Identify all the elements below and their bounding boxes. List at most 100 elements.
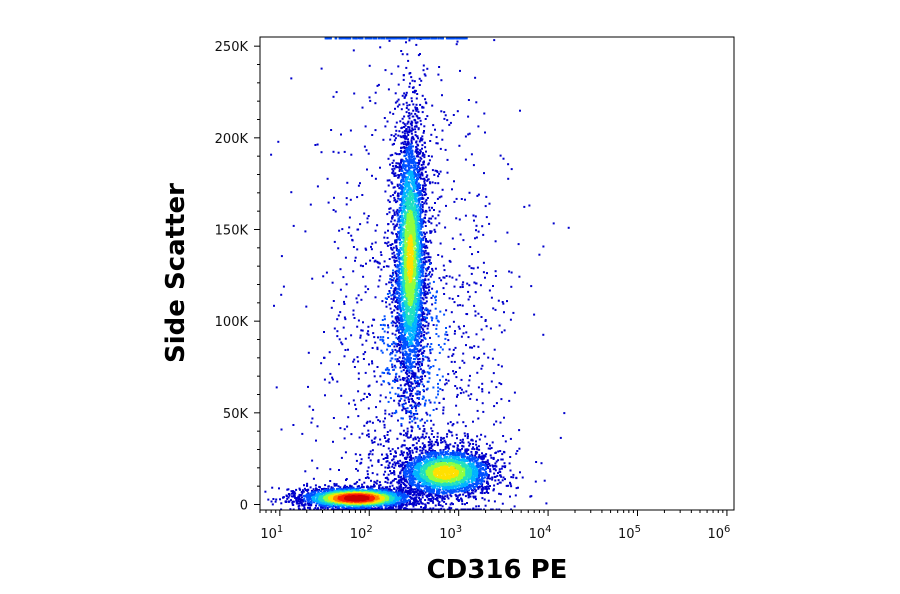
data-point: [432, 386, 435, 389]
data-point: [376, 508, 379, 510]
data-point: [431, 181, 434, 184]
data-point: [386, 457, 389, 459]
data-point: [404, 474, 406, 477]
data-point: [419, 291, 422, 294]
data-point: [424, 118, 427, 120]
data-point: [410, 461, 413, 464]
data-point: [427, 371, 430, 374]
data-point: [302, 499, 305, 501]
data-point: [398, 404, 401, 407]
data-point: [431, 37, 434, 40]
data-point: [396, 249, 399, 252]
data-point: [403, 492, 406, 495]
data-point: [382, 138, 385, 141]
data-point: [410, 434, 412, 437]
data-point: [383, 117, 386, 119]
data-point: [423, 286, 426, 289]
data-point: [286, 497, 289, 500]
data-point: [427, 162, 430, 165]
data-point: [416, 335, 419, 338]
data-point: [321, 506, 324, 509]
data-point: [480, 328, 483, 331]
data-point: [390, 281, 393, 284]
data-point: [432, 280, 435, 283]
data-point: [325, 37, 328, 40]
data-point: [434, 299, 437, 302]
data-point: [500, 331, 503, 334]
data-point: [424, 320, 427, 322]
data-point: [408, 387, 411, 390]
data-point: [412, 483, 415, 486]
data-point: [418, 397, 421, 399]
data-point: [425, 286, 428, 289]
data-point: [388, 290, 391, 292]
data-point: [416, 150, 419, 153]
data-point: [395, 503, 398, 506]
data-point: [455, 404, 458, 407]
data-point: [431, 287, 434, 290]
data-point: [423, 202, 426, 205]
data-point: [399, 351, 402, 354]
data-point: [291, 492, 293, 495]
data-point: [400, 481, 403, 484]
data-point: [424, 245, 427, 248]
data-point: [395, 489, 398, 492]
data-point: [371, 441, 374, 444]
data-point: [321, 488, 324, 491]
data-point: [389, 450, 392, 453]
data-point: [422, 263, 425, 266]
data-point: [312, 488, 315, 491]
data-point: [409, 365, 412, 368]
data-point: [390, 72, 393, 75]
data-point: [479, 284, 482, 287]
data-point: [394, 241, 397, 244]
data-point: [408, 415, 411, 418]
data-point: [389, 195, 392, 198]
data-point: [434, 307, 437, 310]
data-point: [400, 317, 403, 320]
data-point: [447, 497, 450, 500]
data-point: [477, 487, 480, 490]
data-point: [507, 484, 510, 487]
data-point: [403, 96, 406, 99]
data-point: [489, 464, 492, 467]
data-point: [402, 166, 405, 169]
data-point: [489, 470, 492, 473]
data-point: [447, 429, 450, 432]
data-point: [418, 331, 421, 334]
data-point: [398, 360, 400, 363]
data-point: [419, 378, 422, 381]
data-point: [411, 127, 414, 130]
data-point: [413, 386, 416, 389]
data-point: [417, 178, 420, 181]
data-point: [484, 504, 487, 507]
data-point: [421, 398, 424, 400]
data-point: [447, 446, 450, 449]
data-point: [298, 496, 301, 499]
data-point: [414, 491, 416, 494]
data-point: [369, 259, 372, 262]
data-point: [498, 481, 501, 484]
data-point: [391, 332, 394, 335]
data-point: [396, 290, 399, 293]
data-point: [448, 348, 451, 351]
data-point: [415, 155, 418, 158]
data-point: [389, 397, 392, 400]
data-point: [423, 325, 426, 328]
data-point: [476, 479, 479, 482]
data-point: [413, 377, 416, 380]
data-point: [418, 360, 421, 363]
data-point: [343, 437, 346, 440]
data-point: [407, 366, 410, 369]
data-point: [387, 478, 390, 481]
data-point: [393, 191, 396, 194]
data-point: [442, 397, 445, 400]
data-point: [388, 303, 391, 306]
data-point: [405, 475, 408, 478]
data-point: [449, 494, 452, 497]
data-point: [379, 336, 382, 339]
data-point: [371, 174, 373, 177]
data-point: [417, 376, 420, 379]
data-point: [422, 131, 425, 134]
data-point: [506, 231, 509, 234]
